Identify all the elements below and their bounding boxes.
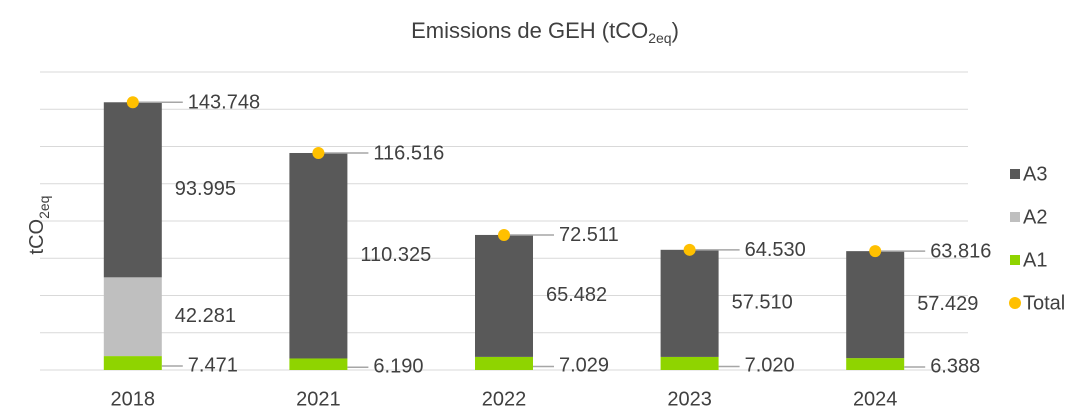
data-label: 72.511: [559, 224, 619, 246]
data-label: 143.748: [188, 92, 260, 114]
x-tick-label: 2018: [111, 388, 156, 410]
legend-swatch: [1010, 212, 1020, 222]
data-label: 6.190: [373, 356, 423, 378]
data-label: 65.482: [546, 284, 607, 306]
bar-segment: [660, 356, 719, 370]
bar-segment: [289, 152, 348, 359]
x-tick-label: 2023: [667, 388, 712, 410]
data-label: 116.516: [373, 142, 444, 164]
y-axis-label: tCO2eq: [26, 196, 51, 255]
total-marker: [312, 146, 325, 159]
data-label: 7.020: [745, 355, 795, 377]
legend-label: Total: [1023, 292, 1065, 314]
bar-segment: [846, 251, 905, 359]
bar-segment: [846, 358, 905, 370]
total-marker: [126, 96, 139, 109]
bar-segment: [103, 356, 162, 370]
x-tick-label: 2021: [296, 388, 341, 410]
bar-segment: [103, 277, 162, 357]
data-label: 6.388: [930, 355, 980, 377]
bar-segment: [660, 249, 719, 357]
legend-label: A3: [1023, 163, 1047, 185]
chart-title: Emissions de GEH (tCO2eq): [411, 18, 679, 46]
legend-swatch: [1010, 169, 1020, 179]
data-label: 64.530: [745, 239, 806, 261]
bar-segment: [289, 358, 348, 370]
bar-segment: [103, 102, 162, 278]
data-label: 7.029: [559, 355, 609, 377]
legend-label: A2: [1023, 206, 1047, 228]
x-tick-label: 2022: [482, 388, 527, 410]
legend-label: A1: [1023, 249, 1047, 271]
total-marker: [498, 228, 510, 241]
total-marker: [683, 243, 696, 256]
legend-swatch: [1009, 297, 1021, 309]
x-tick-label: 2024: [853, 388, 898, 410]
data-label: 110.325: [360, 244, 431, 266]
data-label: 57.510: [732, 292, 793, 314]
data-label: 57.429: [917, 293, 978, 315]
data-label: 93.995: [175, 178, 236, 200]
bar-segment: [475, 234, 533, 357]
legend-swatch: [1010, 255, 1020, 265]
data-label: 7.471: [188, 354, 238, 376]
total-marker: [869, 245, 882, 258]
bar-segment: [475, 356, 533, 370]
data-label: 63.816: [930, 240, 991, 262]
data-label: 42.281: [175, 305, 236, 327]
